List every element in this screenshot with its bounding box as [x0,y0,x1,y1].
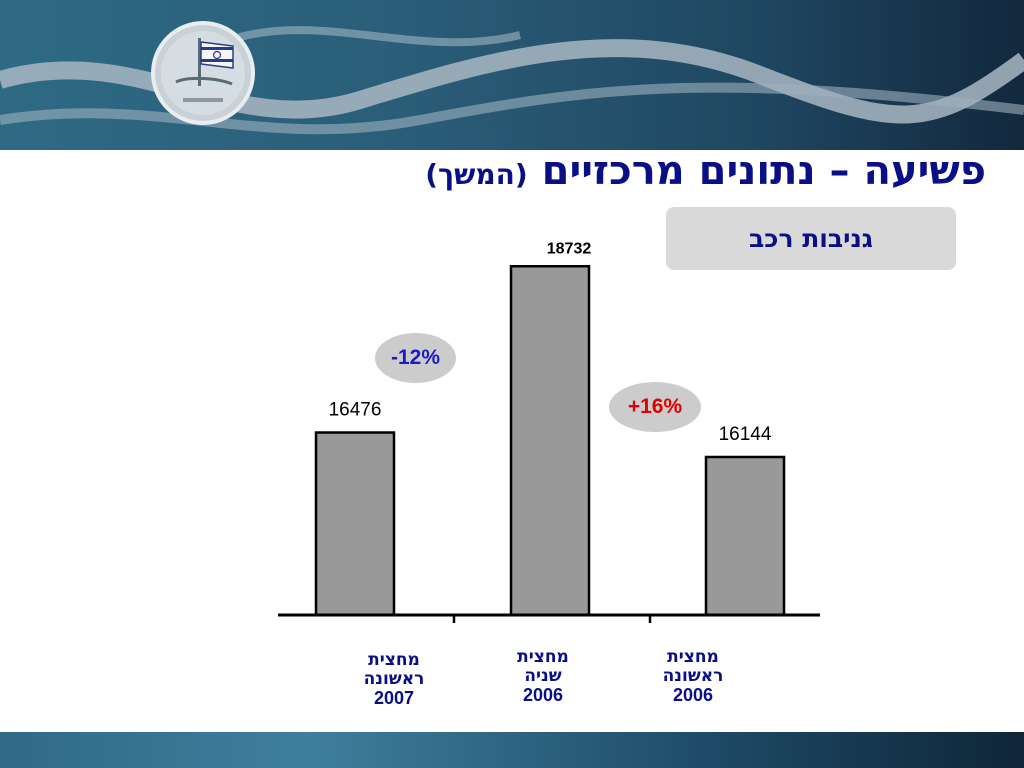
category-label-year: 2006 [672,685,714,705]
change-badge-increase: +16% [609,382,701,432]
category-label-line: שניה [524,666,562,686]
category-label-line: ראשונה [363,669,425,689]
category-tag: גניבות רכב [666,207,956,270]
header-banner [0,0,1024,150]
slide-title: פשיעה – נתונים מרכזיים (המשך) [425,148,986,194]
category-label-second-half-2006: מחצית שניה 2006 [488,648,598,705]
category-label-line: מחצית [368,650,420,670]
category-label-line: מחצית [667,647,719,667]
police-emblem-logo [151,21,255,125]
change-badge-decrease: -12% [375,333,456,383]
bar-second-half-2006 [509,265,591,617]
category-label-line: מחצית [517,647,569,667]
bar-first-half-2006 [704,455,786,617]
value-label-first-half-2007: 16476 [329,400,382,421]
category-label-line: ראשונה [662,666,724,686]
bar-first-half-2007 [314,431,396,617]
slide-title-sub: (המשך) [425,158,528,191]
value-label-second-half-2006: 18732 [547,240,592,257]
slide-title-main: פשיעה – נתונים מרכזיים [541,148,986,194]
category-label-year: 2007 [373,688,415,708]
category-label-first-half-2006: מחצית ראשונה 2006 [638,648,748,705]
category-label-year: 2006 [522,685,564,705]
footer-band [0,732,1024,768]
value-label-first-half-2006: 16144 [719,424,772,445]
category-label-first-half-2007: מחצית ראשונה 2007 [339,651,449,708]
